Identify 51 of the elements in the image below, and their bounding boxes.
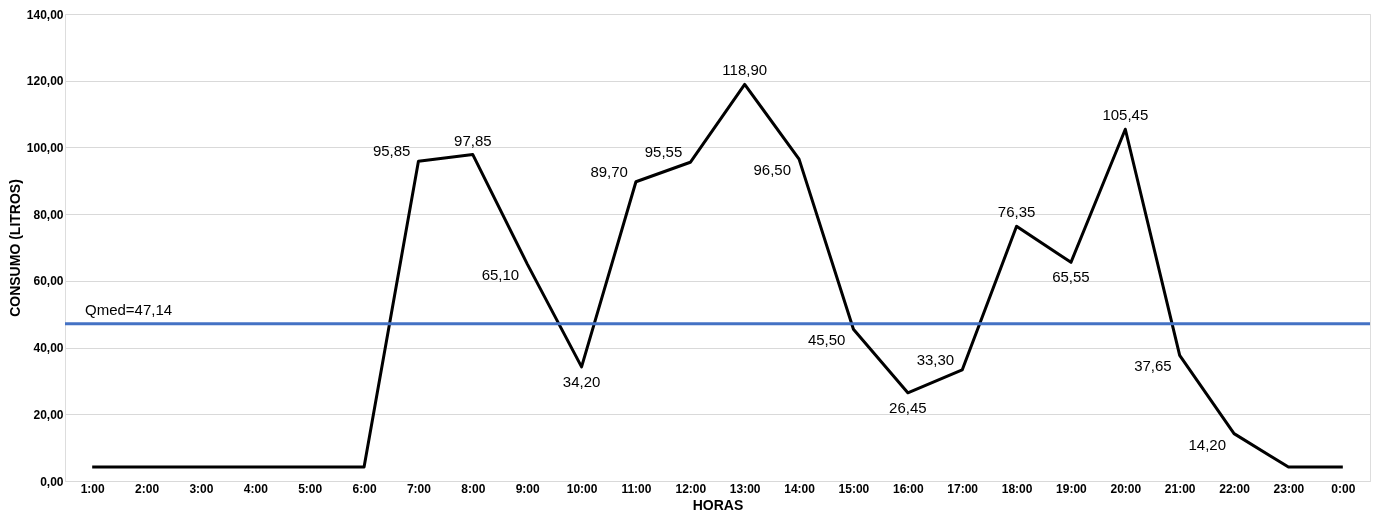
data-label: 26,45	[889, 398, 927, 416]
x-tick-label: 6:00	[352, 481, 377, 496]
data-label: 65,55	[1052, 268, 1090, 286]
y-tick-label: 140,00	[26, 7, 64, 22]
y-tick-label: 60,00	[33, 274, 64, 289]
data-label: 95,55	[644, 143, 683, 161]
x-tick-label: 21:00	[1164, 481, 1196, 496]
data-label: 14,20	[1188, 435, 1227, 453]
x-tick-label: 22:00	[1219, 481, 1251, 496]
x-tick-label: 4:00	[243, 481, 269, 496]
x-tick-label: 16:00	[892, 481, 924, 496]
x-tick-label: 15:00	[838, 481, 870, 496]
x-tick-label: 7:00	[406, 481, 432, 496]
data-label: 118,90	[722, 61, 768, 79]
y-tick-label: 100,00	[26, 140, 64, 155]
x-tick-label: 23:00	[1273, 481, 1305, 496]
x-tick-label: 0:00	[1331, 481, 1356, 496]
x-tick-label: 18:00	[1001, 481, 1033, 496]
ref-line-label: Qmed=47,14	[85, 300, 173, 318]
x-tick-label: 12:00	[675, 481, 707, 496]
x-tick-label: 20:00	[1110, 481, 1142, 496]
x-tick-label: 2:00	[135, 481, 160, 496]
data-label: 45,50	[807, 331, 846, 349]
data-label: 96,50	[753, 161, 792, 179]
x-tick-label: 10:00	[566, 481, 598, 496]
x-tick-label: 8:00	[461, 481, 486, 496]
y-tick-label: 120,00	[26, 74, 64, 89]
data-label: 33,30	[916, 350, 955, 368]
x-tick-label: 5:00	[298, 481, 323, 496]
x-tick-label: 17:00	[947, 481, 979, 496]
x-tick-label: 19:00	[1056, 481, 1088, 496]
y-tick-label: 0,00	[40, 474, 64, 489]
y-tick-label: 80,00	[33, 207, 64, 222]
data-label: 97,85	[454, 131, 492, 149]
x-tick-label: 3:00	[189, 481, 214, 496]
data-label: 65,10	[481, 265, 520, 283]
x-tick-label: 11:00	[621, 481, 652, 496]
x-tick-label: 1:00	[80, 481, 106, 496]
data-label: 34,20	[562, 372, 601, 390]
y-axis-title: CONSUMO (LITROS)	[6, 179, 23, 317]
x-tick-label: 13:00	[729, 481, 761, 496]
data-label: 95,85	[372, 142, 411, 160]
x-tick-label: 9:00	[515, 481, 541, 496]
data-label: 37,65	[1134, 357, 1172, 375]
x-axis-title: HORAS	[692, 496, 744, 513]
data-label: 89,70	[590, 162, 628, 180]
data-label: 76,35	[997, 203, 1036, 221]
y-tick-label: 40,00	[33, 341, 64, 356]
x-tick-label: 14:00	[784, 481, 816, 496]
y-tick-label: 20,00	[33, 407, 64, 422]
data-label: 105,45	[1102, 106, 1149, 124]
